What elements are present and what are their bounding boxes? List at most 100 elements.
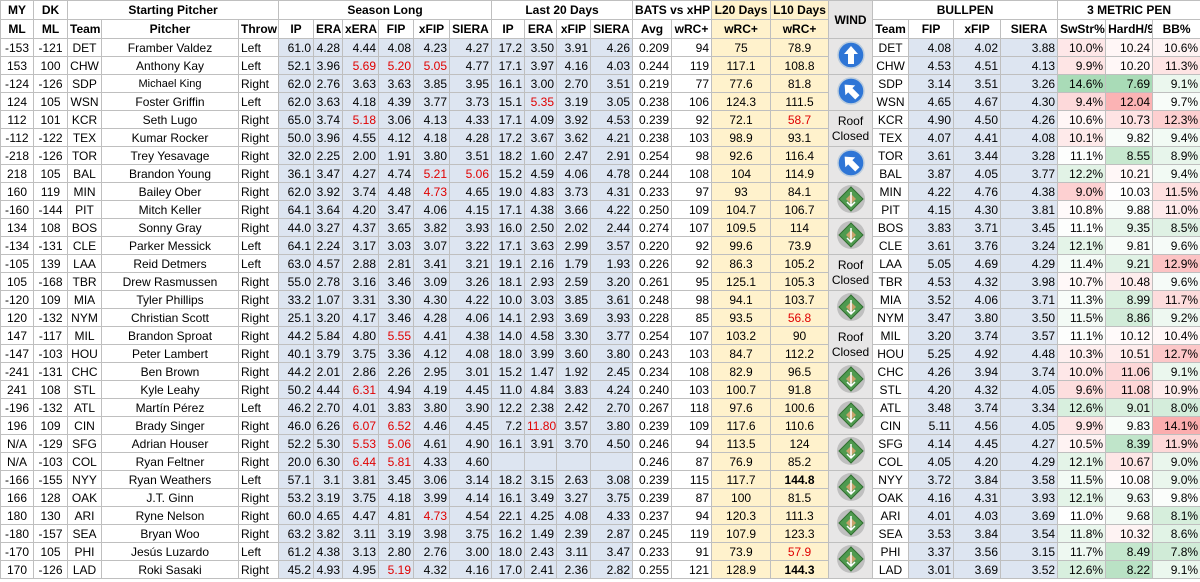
cell: 19.1 bbox=[491, 254, 525, 273]
cell: 4.20 bbox=[953, 452, 1002, 471]
cell: 84.7 bbox=[711, 344, 772, 363]
cell: 4.18 bbox=[342, 92, 379, 111]
cell: -160 bbox=[0, 200, 34, 219]
cell: 17.2 bbox=[491, 128, 525, 147]
wind-cell bbox=[828, 290, 874, 327]
cell: 2.16 bbox=[524, 254, 557, 273]
cell: 3.06 bbox=[378, 110, 414, 129]
cell: 104 bbox=[711, 164, 772, 183]
wind-cell: Roof Closed bbox=[828, 326, 874, 363]
cell: 116.4 bbox=[770, 146, 830, 165]
cell: 105 bbox=[0, 272, 34, 291]
table-body: -153 -121 DET Framber Valdez Left 61.0 4.28 4.4… bbox=[0, 38, 1200, 579]
cell: Parker Messick bbox=[101, 236, 239, 255]
cell: MIA bbox=[872, 290, 910, 309]
cell: 3.83 bbox=[908, 218, 955, 237]
cell: 97.6 bbox=[711, 398, 772, 417]
cell: 6.31 bbox=[342, 380, 379, 399]
cell: 3.79 bbox=[313, 344, 343, 363]
cell: 40.1 bbox=[278, 344, 314, 363]
cell: 4.38 bbox=[449, 326, 492, 345]
cell: 3.85 bbox=[413, 74, 450, 93]
cell: 14.0 bbox=[491, 326, 525, 345]
cell: 160 bbox=[0, 182, 34, 201]
table-row: 147 -117 MIL Brandon Sproat Right 44.2 5.84 4.8… bbox=[0, 326, 1200, 363]
wind-cell bbox=[828, 182, 874, 219]
cell: 11.8% bbox=[1057, 524, 1107, 543]
cell: 10.3% bbox=[1057, 344, 1107, 363]
cell: 180 bbox=[0, 506, 34, 525]
cell: 4.20 bbox=[342, 200, 379, 219]
cell: 5.30 bbox=[313, 434, 343, 453]
cell: 0.250 bbox=[632, 200, 673, 219]
cell: 85 bbox=[671, 308, 713, 327]
cell: 3.56 bbox=[953, 542, 1002, 561]
cell: 4.54 bbox=[449, 506, 492, 525]
cell: 4.78 bbox=[589, 164, 634, 183]
group-header: 3 METRIC PEN bbox=[1057, 0, 1200, 20]
cell: 11.3% bbox=[1057, 290, 1107, 309]
cell: 81.5 bbox=[770, 488, 830, 507]
cell: 92 bbox=[671, 236, 713, 255]
cell: DET bbox=[67, 38, 102, 57]
cell: 103 bbox=[671, 380, 713, 399]
cell: 17.1 bbox=[491, 200, 525, 219]
cell: 4.45 bbox=[953, 434, 1002, 453]
cell: 4.24 bbox=[589, 380, 634, 399]
table-row: -124 -126 SDP Michael King Right 62.0 2.76 3.63… bbox=[0, 74, 1200, 111]
cell: 3.77 bbox=[589, 326, 634, 345]
cell: 3.11 bbox=[556, 542, 591, 561]
cell: 3.45 bbox=[378, 470, 414, 489]
cell: 4.81 bbox=[378, 506, 414, 525]
cell: 103.7 bbox=[770, 290, 830, 309]
table-row: -120 109 MIA Tyler Phillips Right 33.2 1.07 3.3… bbox=[0, 290, 1200, 327]
cell: Anthony Kay bbox=[101, 56, 239, 75]
cell: Right bbox=[238, 506, 279, 525]
cell: 4.44 bbox=[313, 380, 343, 399]
cell: 11.06 bbox=[1105, 362, 1154, 381]
cell: KCR bbox=[872, 110, 910, 129]
cell: BOS bbox=[872, 218, 910, 237]
cell: 85.2 bbox=[770, 452, 830, 471]
cell: 4.28 bbox=[449, 128, 492, 147]
cell: -131 bbox=[33, 362, 68, 381]
cell: 65.0 bbox=[278, 110, 314, 129]
cell: 3.19 bbox=[378, 524, 414, 543]
table-row: 160 119 MIN Bailey Ober Right 62.0 3.92 3.74 4.4… bbox=[0, 182, 1200, 219]
cell: 0.267 bbox=[632, 398, 673, 417]
cell: 60.0 bbox=[278, 506, 314, 525]
cell: 64.1 bbox=[278, 236, 314, 255]
cell: 4.58 bbox=[524, 326, 557, 345]
cell: 0.243 bbox=[632, 344, 673, 363]
cell: Right bbox=[238, 380, 279, 399]
wind-icon bbox=[836, 365, 865, 393]
cell: 3.61 bbox=[908, 146, 955, 165]
cell: 62.0 bbox=[278, 92, 314, 111]
cell: 6.52 bbox=[378, 416, 414, 435]
cell: LAA bbox=[67, 254, 102, 273]
cell: 4.13 bbox=[413, 110, 450, 129]
cell: 84.1 bbox=[770, 182, 830, 201]
table-row: N/A -103 COL Ryan Feltner Right 20.0 6.30 6.44 5… bbox=[0, 452, 1200, 471]
arrow-shape bbox=[843, 46, 858, 64]
cell: 9.6% bbox=[1057, 380, 1107, 399]
cell: 86.3 bbox=[711, 254, 772, 273]
cell: 6.07 bbox=[342, 416, 379, 435]
cell: 4.37 bbox=[342, 218, 379, 237]
cell: -153 bbox=[0, 38, 34, 57]
cell: 4.15 bbox=[908, 200, 955, 219]
cell: Right bbox=[238, 362, 279, 381]
cell: 3.47 bbox=[908, 308, 955, 327]
cell: 3.20 bbox=[908, 326, 955, 345]
cell: 11.0% bbox=[1152, 200, 1200, 219]
cell: TBR bbox=[67, 272, 102, 291]
cell: NYY bbox=[67, 470, 102, 489]
cell: -147 bbox=[0, 344, 34, 363]
cell: 0.274 bbox=[632, 218, 673, 237]
cell: Left bbox=[238, 56, 279, 75]
cell: 1.79 bbox=[556, 254, 591, 273]
cell: 4.41 bbox=[953, 128, 1002, 147]
cell: 7.2 bbox=[491, 416, 525, 435]
cell: 4.33 bbox=[413, 452, 450, 471]
cell: 12.3% bbox=[1152, 110, 1200, 129]
